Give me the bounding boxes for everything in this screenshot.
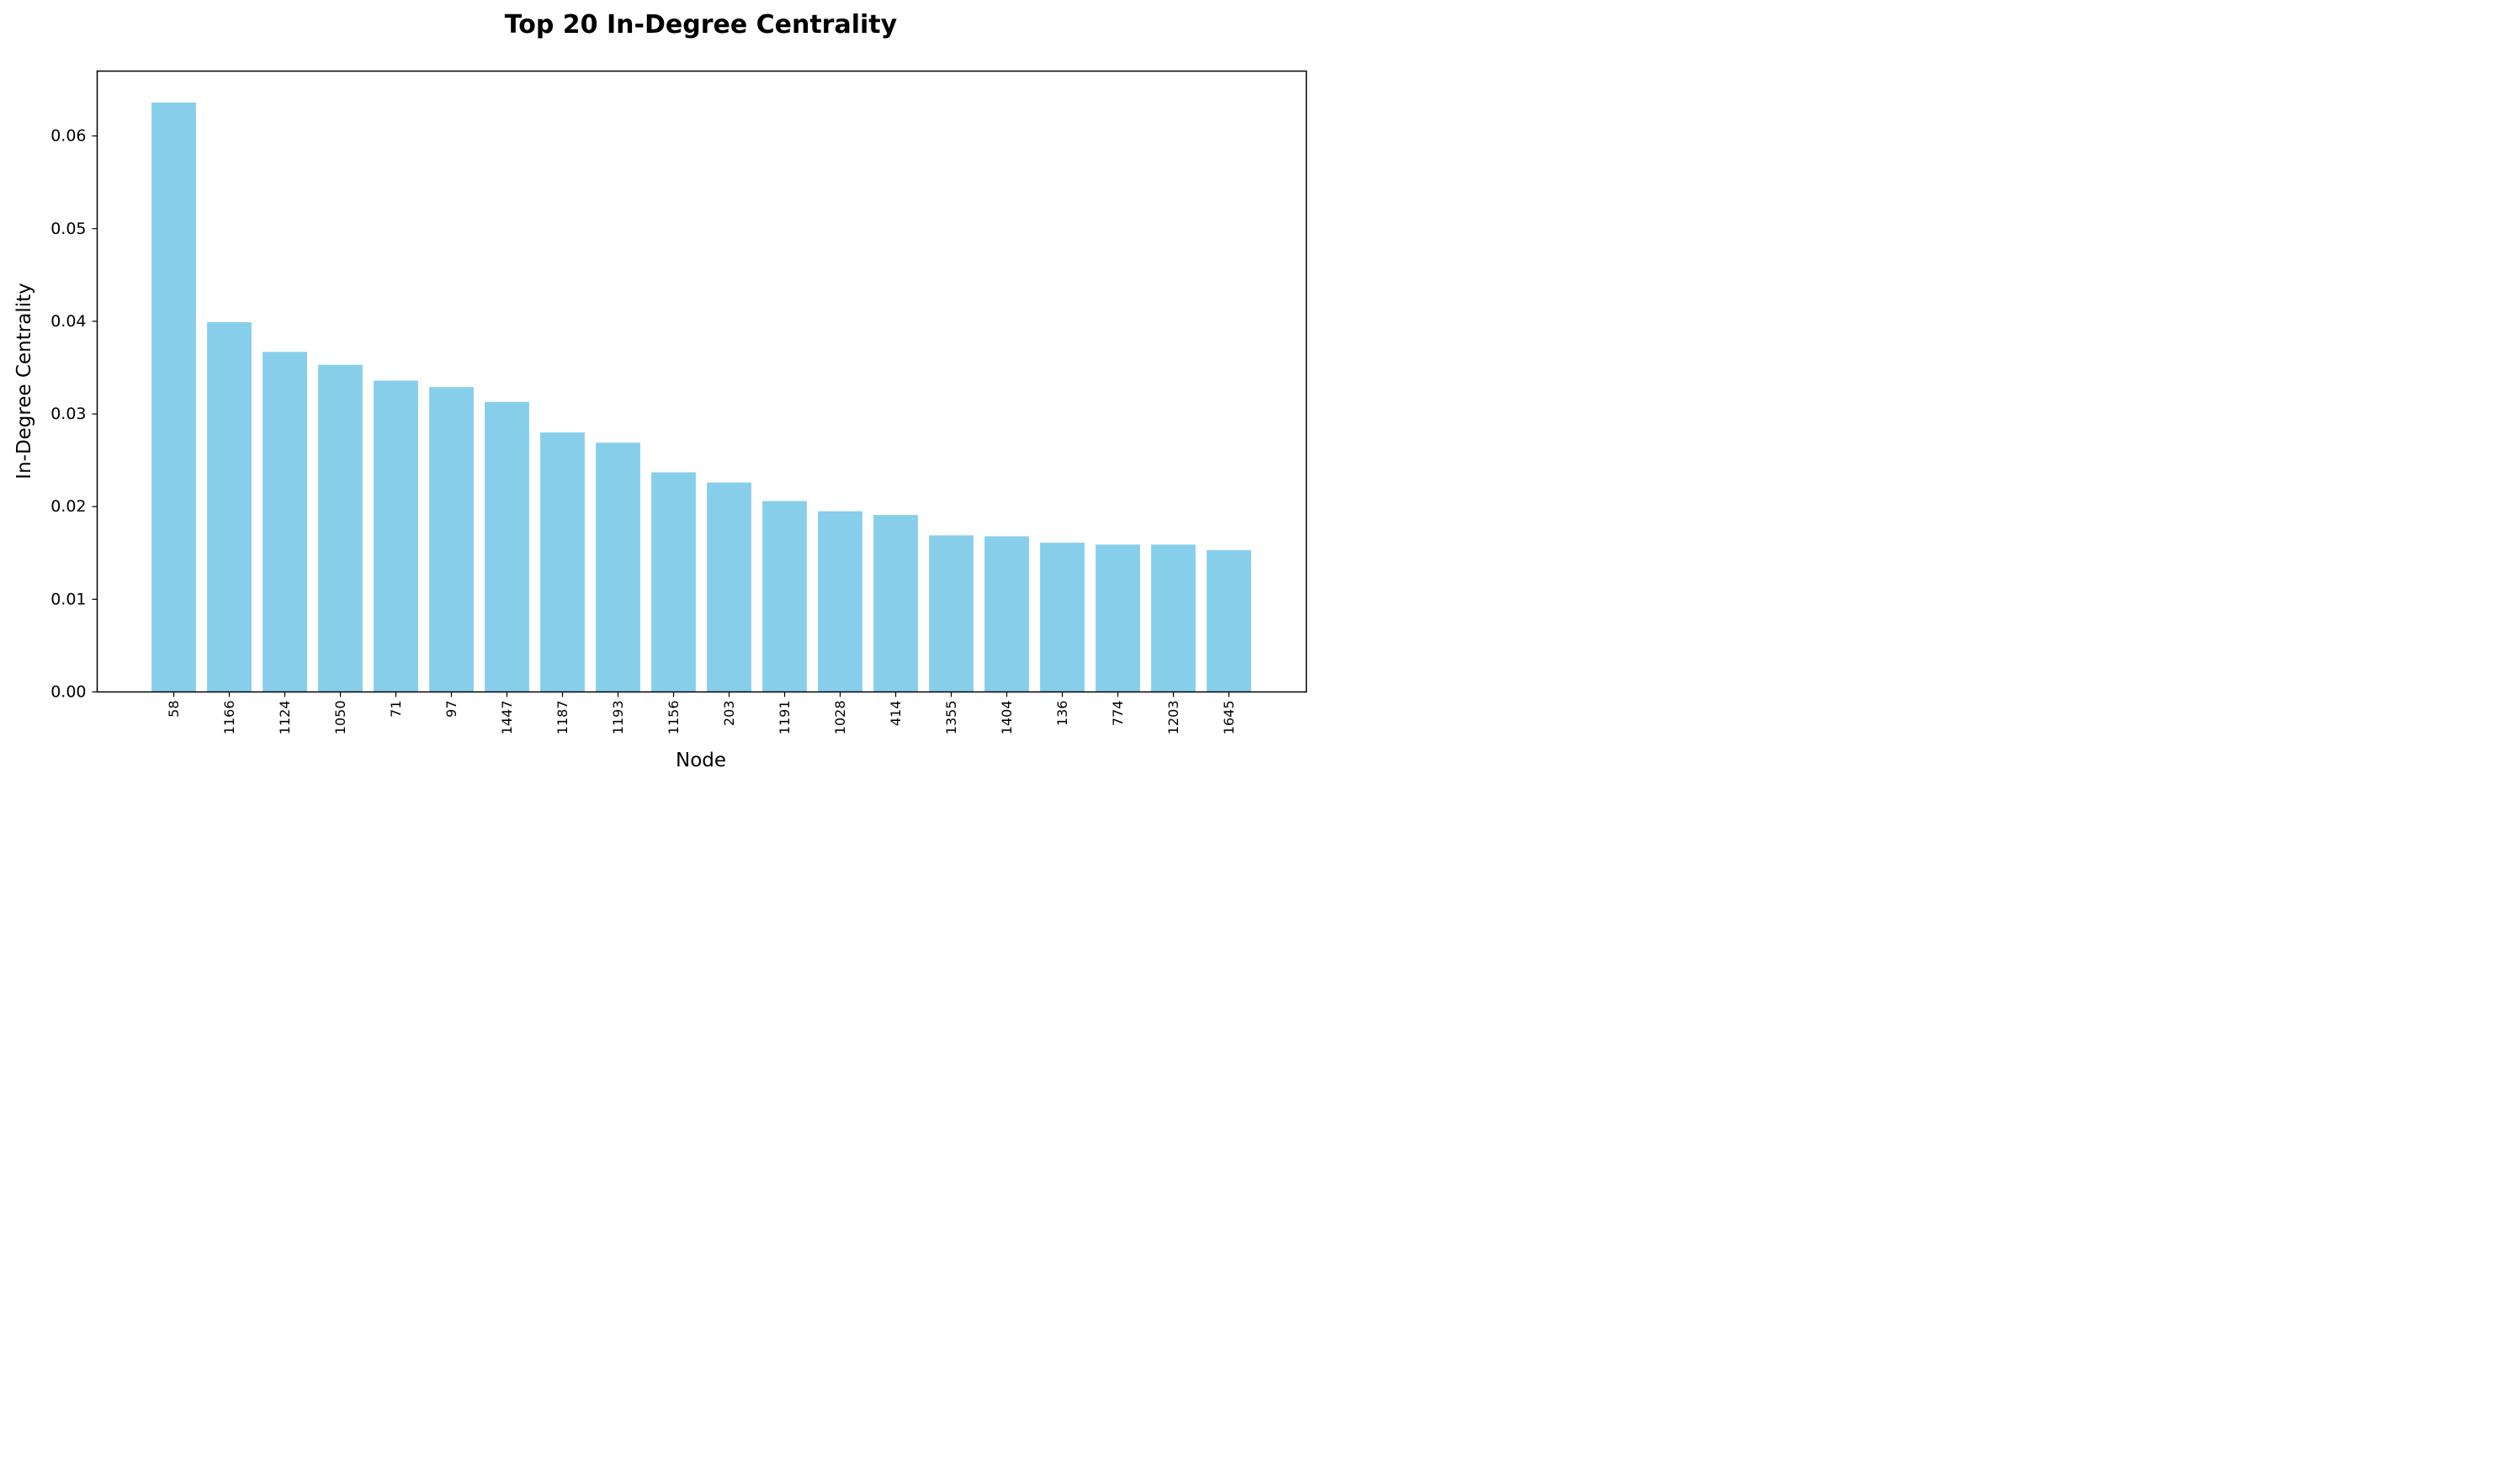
bar-58 <box>151 102 196 692</box>
y-tick-label: 0.00 <box>50 683 86 702</box>
x-tick-label: 1191 <box>777 701 793 735</box>
bar-chart: Top 20 In-Degree Centrality 0.00 0.01 0.02… <box>13 10 1308 771</box>
bar-71 <box>374 380 418 692</box>
y-tick-label: 0.06 <box>50 127 86 146</box>
x-tick-label: 203 <box>721 701 737 727</box>
bar-1166 <box>207 322 252 692</box>
bar-1404 <box>984 536 1029 692</box>
bar-1191 <box>762 501 807 692</box>
chart-container: Top 20 In-Degree Centrality 0.00 0.01 0.02… <box>0 0 1319 786</box>
bar-1193 <box>596 443 640 692</box>
x-tick-label: 1404 <box>999 701 1015 735</box>
bar-774 <box>1096 544 1140 692</box>
chart-title: Top 20 In-Degree Centrality <box>505 10 898 40</box>
bar-1203 <box>1151 544 1196 692</box>
x-tick-label: 58 <box>166 701 182 718</box>
x-tick-label: 136 <box>1054 701 1070 727</box>
x-tick-label: 1124 <box>277 701 293 735</box>
y-tick-label: 0.01 <box>50 590 86 608</box>
bar-1645 <box>1207 549 1251 692</box>
bars-layer <box>151 102 1251 692</box>
x-tick-label: 1193 <box>610 701 626 735</box>
x-tick-label: 97 <box>443 701 459 718</box>
bar-136 <box>1040 543 1085 692</box>
y-tick-label: 0.03 <box>50 405 86 423</box>
bar-1156 <box>651 472 696 692</box>
x-tick-label: 1645 <box>1221 701 1237 735</box>
bar-1124 <box>263 352 307 692</box>
x-tick-label: 1050 <box>332 701 348 735</box>
x-tick-label: 414 <box>888 701 904 727</box>
bar-1028 <box>818 511 862 692</box>
bar-1355 <box>929 535 974 692</box>
y-tick-label: 0.05 <box>50 220 86 238</box>
x-axis-label: Node <box>676 750 726 771</box>
y-tick-label: 0.04 <box>50 312 86 331</box>
y-tick-label: 0.02 <box>50 497 86 516</box>
x-axis: 58 1166 1124 1050 71 97 1447 1187 1193 1156 203 119… <box>166 692 1237 735</box>
bar-1050 <box>318 364 363 692</box>
bar-203 <box>707 482 751 692</box>
bar-1187 <box>540 432 585 692</box>
bar-414 <box>873 515 918 692</box>
x-tick-label: 1166 <box>221 701 237 735</box>
x-tick-label: 774 <box>1110 701 1126 727</box>
x-tick-label: 1156 <box>666 701 682 735</box>
x-tick-label: 1203 <box>1165 701 1181 735</box>
x-tick-label: 71 <box>388 701 404 718</box>
x-tick-label: 1447 <box>499 701 515 735</box>
bar-97 <box>429 387 474 692</box>
y-axis-label: In-Degree Centrality <box>13 283 35 479</box>
plot-frame <box>96 70 1308 693</box>
y-axis: 0.00 0.01 0.02 0.03 0.04 0.05 0.06 <box>50 127 98 702</box>
x-tick-label: 1028 <box>832 701 848 735</box>
x-tick-label: 1187 <box>555 701 570 735</box>
bar-1447 <box>485 401 529 692</box>
x-tick-label: 1355 <box>943 701 959 735</box>
